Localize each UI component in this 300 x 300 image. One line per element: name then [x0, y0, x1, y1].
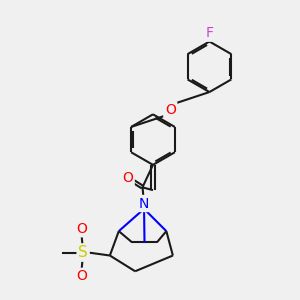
Text: O: O [122, 171, 133, 185]
Text: F: F [206, 26, 213, 40]
Text: O: O [76, 269, 87, 283]
Text: O: O [165, 103, 176, 116]
Text: S: S [78, 245, 88, 260]
Text: N: N [139, 196, 149, 211]
Text: O: O [76, 222, 87, 236]
